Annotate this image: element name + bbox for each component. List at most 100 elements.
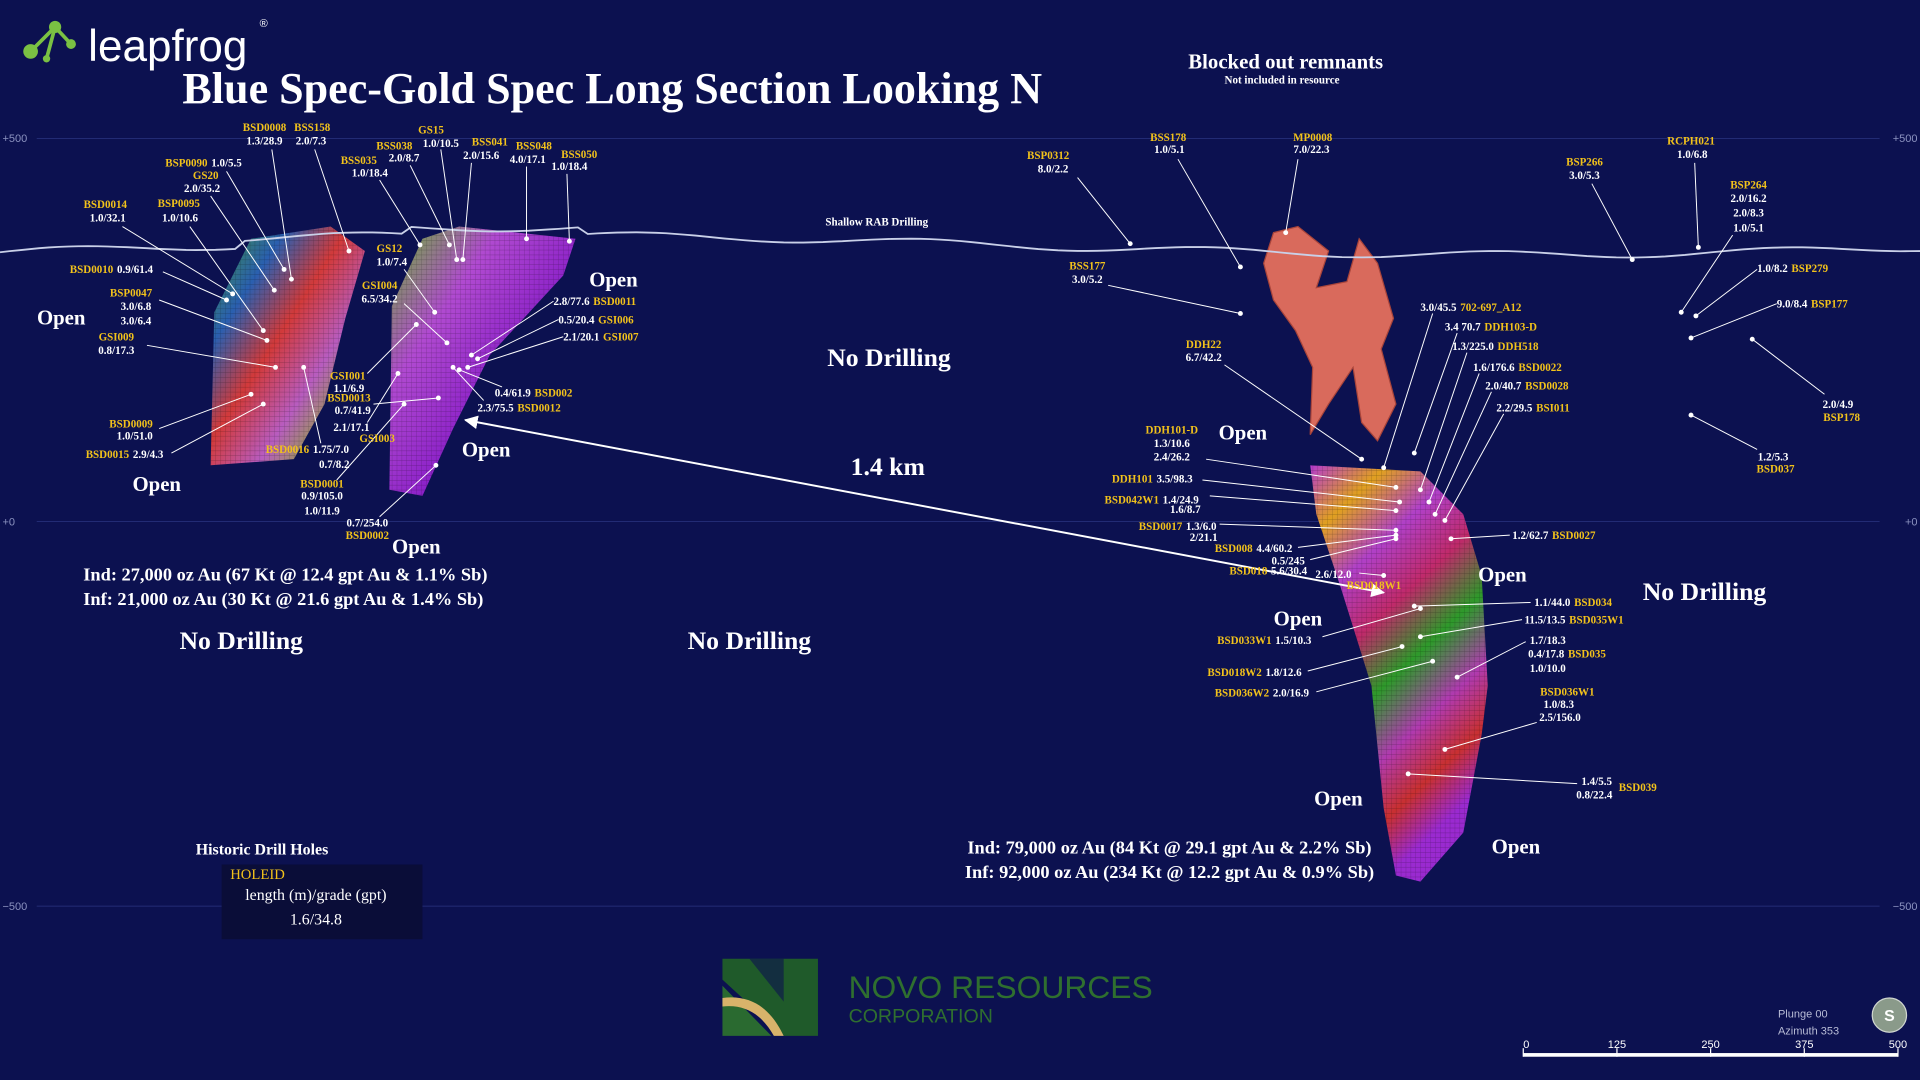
annotation: Open [392,534,441,558]
hole-id: BSD042W1 [1104,494,1158,506]
legend-format: length (m)/grade (gpt) [245,887,386,904]
hole-label: 1.0/10.0 [1530,663,1567,675]
hole-label: 1.1/44.0 BSD034 [1534,597,1612,609]
annotation: No Drilling [179,626,303,655]
leader-line [171,403,264,454]
hole-result: 1.0/32.1 [90,213,126,225]
hole-id: BSD018W1 [1347,580,1401,592]
hole-id: BSD0001 [300,478,343,490]
leader-line [1414,601,1531,607]
leader-line [1224,364,1362,460]
hole-label: 1.7/18.3 [1530,635,1567,647]
hole-label: 1.0/11.9 [304,505,340,517]
logo-dot [23,44,38,59]
hole-id: BSD037 [1757,464,1795,476]
hole-label: BSS035 [341,155,378,167]
hole-label: 2.1/20.1 GSI007 [563,331,639,343]
leader-line [271,149,292,280]
hole-label: GS15 [418,124,444,136]
hole-label: BSS178 [1150,132,1187,144]
hole-pierce-point [1381,573,1387,578]
hole-label: 1.0/51.0 [117,431,154,443]
leader-line [1444,721,1537,750]
hole-id: RCPH021 [1667,135,1715,147]
scale-label: 0 [1523,1039,1529,1051]
hole-result: 1.1/44.0 [1534,597,1571,609]
logo-dot [66,39,76,49]
resource-line: Ind: 27,000 oz Au (67 Kt @ 12.4 gpt Au &… [83,564,487,585]
hole-label: BSD0017 1.3/6.0 [1139,521,1217,533]
hole-pierce-point [224,297,229,303]
hole-result: 6.5/34.2 [362,293,399,305]
hole-label: BSP264 [1730,180,1767,192]
hole-pierce-point [1283,230,1289,236]
elevation-label: +0 [2,516,15,528]
hole-result: 2.5/156.0 [1539,712,1581,724]
hole-pierce-point [435,395,441,401]
hole-label: 1.0/8.3 [1543,699,1574,711]
hole-label: 2.0/4.9 [1823,399,1854,411]
hole-label: BSD0014 [84,199,128,211]
hole-result: 0.9/61.4 [117,264,154,276]
elevation-label: −500 [1893,901,1918,913]
hole-label: 3.0/6.4 [121,315,152,327]
hole-id: BSD036W1 [1540,687,1594,699]
hole-label: 3.4 70.7 DDH103-D [1445,322,1537,334]
annotation: 1.4 km [851,452,925,481]
legend-holeid: HOLEID [230,867,285,883]
leader-line [1413,332,1458,454]
hole-label: BSD018 5.6/30.4 [1229,565,1307,577]
hole-label: 6.7/42.2 [1186,352,1223,364]
hole-pierce-point [1454,674,1460,680]
leader-line [566,173,570,242]
remnant-stopes [1263,225,1397,442]
hole-pierce-point [1411,450,1417,456]
leader-line [1408,773,1578,785]
hole-result: 9.0/8.4 [1777,298,1808,310]
hole-label: BSD0016 1.75/7.0 [266,444,350,456]
hole-pierce-point [475,356,480,362]
hole-label: 11.5/13.5 BSD035W1 [1524,614,1623,626]
hole-pierce-point [1127,241,1133,247]
leader-line [373,397,439,405]
hole-label: 1.0/10.5 [423,138,460,150]
hole-label: 1.6/176.6 BSD0022 [1473,362,1562,374]
hole-id: BSD0017 [1139,521,1183,533]
hole-label: 2.6/12.0 [1315,569,1352,581]
compass [1871,997,1908,1033]
hole-pierce-point [1417,606,1423,612]
hole-pierce-point [1399,644,1405,649]
hole-label: 1.2/62.7 BSD0027 [1512,530,1596,542]
elevation-label: +0 [1905,516,1918,528]
hole-id: GS20 [193,170,219,182]
leader-line [1307,646,1403,672]
leader-line [122,226,233,295]
hole-label: GSI001 [330,371,366,383]
hole-label: 0.9/105.0 [301,491,343,503]
hole-id: GSI003 [359,433,395,445]
annotation: Open [1314,787,1363,811]
annotation: Open [1219,421,1268,445]
leader-line [379,464,437,518]
hole-id: DDH101-D [1146,424,1199,436]
hole-label: 1.6/8.7 [1170,504,1201,516]
hole-result: 11.5/13.5 [1524,614,1565,626]
hole-label: 1.3/10.6 [1154,438,1191,450]
hole-label: 1.1/6.9 [334,383,365,395]
leader-line [226,171,285,270]
hole-label: BSD0008 [243,122,287,134]
hole-label: 0.7/8.2 [319,459,350,471]
leader-line [1077,177,1131,244]
elevation-label: +500 [1893,133,1918,145]
hole-label: 7.0/22.3 [1293,144,1330,156]
hole-id: BSP264 [1730,180,1767,192]
hole-label: 1.2/5.3 [1758,451,1789,463]
hole-result: 2.4/26.2 [1154,451,1191,463]
hole-result: 1.75/7.0 [313,444,350,456]
hole-id: BSD039 [1619,782,1657,794]
hole-id: BSD008 [1215,543,1253,555]
hole-pierce-point [1430,658,1436,664]
annotation: Open [1274,607,1323,631]
leader-line [367,324,417,374]
